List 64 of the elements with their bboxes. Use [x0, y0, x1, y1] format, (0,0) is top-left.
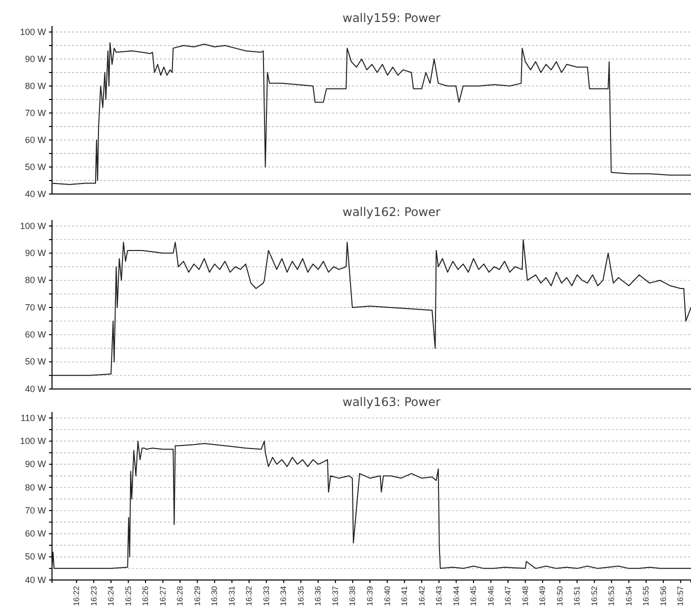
x-tick-label: 16:36: [314, 585, 323, 606]
line-series: [52, 239, 691, 376]
chart-title: wally162: Power: [342, 205, 441, 219]
x-tick-label: 16:51: [572, 585, 582, 606]
y-tick-label: 70 W: [24, 302, 46, 312]
y-tick-label: 100 W: [20, 220, 46, 231]
x-tick-label: 16:43: [434, 585, 444, 606]
y-tick-label: 100 W: [20, 26, 46, 37]
y-tick-label: 110 W: [20, 412, 47, 423]
y-tick-label: 60 W: [24, 528, 46, 539]
x-tick-label: 16:45: [469, 585, 478, 606]
y-tick-label: 60 W: [24, 330, 46, 340]
x-tick-label: 16:23: [89, 585, 98, 606]
y-tick-label: 50 W: [24, 552, 46, 562]
y-tick-label: 90 W: [24, 459, 46, 470]
x-tick-label: 16:50: [555, 585, 564, 606]
x-tick-label: 16:29: [192, 585, 202, 606]
y-tick-label: 50 W: [24, 162, 46, 172]
y-tick-label: 50 W: [24, 356, 46, 367]
x-tick-label: 16:48: [520, 585, 530, 606]
y-tick-label: 40 W: [24, 188, 46, 199]
line-series: [52, 42, 691, 186]
x-tick-label: 16:44: [452, 585, 461, 606]
x-tick-label: 16:28: [176, 585, 185, 606]
x-tick-label: 16:39: [366, 585, 375, 606]
y-tick-label: 90 W: [24, 54, 46, 64]
x-tick-label: 16:32: [244, 585, 254, 606]
x-tick-label: 16:40: [382, 585, 392, 606]
y-tick-label: 40 W: [24, 384, 46, 394]
x-tick-label: 16:41: [400, 585, 409, 606]
x-tick-label: 16:24: [106, 585, 116, 606]
x-tick-label: 16:52: [590, 585, 599, 606]
x-tick-label: 16:33: [262, 585, 271, 606]
y-tick-label: 40 W: [24, 574, 46, 585]
x-tick-label: 16:53: [607, 585, 616, 606]
x-tick-label: 16:30: [210, 585, 220, 606]
y-tick-label: 90 W: [24, 248, 46, 258]
x-tick-label: 16:56: [658, 585, 668, 606]
x-tick-label: 16:34: [279, 585, 288, 606]
y-tick-label: 70 W: [24, 108, 46, 118]
chart-title: wally159: Power: [342, 11, 441, 25]
x-tick-label: 16:37: [331, 585, 340, 606]
y-tick-label: 80 W: [24, 80, 46, 91]
x-tick-label: 16:31: [227, 585, 236, 606]
chart-title: wally163: Power: [342, 395, 441, 409]
y-tick-label: 80 W: [24, 482, 46, 492]
x-tick-label: 16:26: [141, 585, 150, 606]
x-tick-label: 16:46: [486, 585, 496, 606]
x-tick-label: 16:57: [676, 585, 686, 606]
y-tick-label: 80 W: [24, 275, 46, 286]
x-tick-label: 16:22: [72, 585, 82, 606]
y-tick-label: 100 W: [20, 436, 46, 446]
y-tick-label: 60 W: [24, 134, 46, 145]
x-tick-label: 16:54: [624, 585, 634, 606]
x-tick-label: 16:25: [124, 585, 133, 606]
x-tick-label: 16:38: [348, 585, 358, 606]
x-tick-label: 16:42: [417, 585, 426, 606]
x-tick-label: 16:49: [538, 585, 548, 606]
x-tick-label: 16:27: [158, 585, 168, 606]
line-series: [52, 440, 691, 569]
x-tick-label: 16:47: [504, 585, 513, 606]
x-tick-label: 16:55: [642, 585, 651, 606]
y-tick-label: 70 W: [24, 505, 46, 516]
x-tick-label: 16:35: [296, 585, 306, 606]
